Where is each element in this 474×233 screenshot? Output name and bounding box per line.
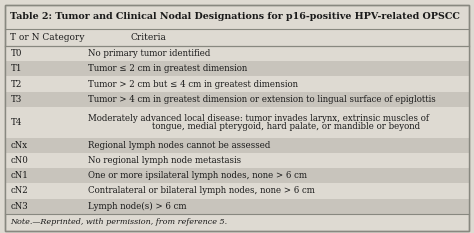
Bar — [5, 183, 469, 199]
Text: cN0: cN0 — [10, 156, 28, 165]
Text: T0: T0 — [10, 49, 22, 58]
Text: cN3: cN3 — [10, 202, 28, 211]
Text: T2: T2 — [10, 80, 22, 89]
Text: Tumor > 4 cm in greatest dimension or extension to lingual surface of epiglottis: Tumor > 4 cm in greatest dimension or ex… — [88, 95, 436, 104]
Text: Note.—Reprinted, with permission, from reference 5.: Note.—Reprinted, with permission, from r… — [10, 218, 228, 226]
Text: cN2: cN2 — [10, 186, 28, 195]
Text: T1: T1 — [10, 64, 22, 73]
Text: Tumor > 2 cm but ≤ 4 cm in greatest dimension: Tumor > 2 cm but ≤ 4 cm in greatest dime… — [88, 80, 298, 89]
Text: T3: T3 — [10, 95, 22, 104]
Bar — [5, 137, 469, 153]
Bar — [5, 168, 469, 183]
Text: No regional lymph node metastasis: No regional lymph node metastasis — [88, 156, 241, 165]
Text: Tumor ≤ 2 cm in greatest dimension: Tumor ≤ 2 cm in greatest dimension — [88, 64, 247, 73]
Text: Contralateral or bilateral lymph nodes, none > 6 cm: Contralateral or bilateral lymph nodes, … — [88, 186, 315, 195]
Text: tongue, medial pterygoid, hard palate, or mandible or beyond: tongue, medial pterygoid, hard palate, o… — [152, 122, 419, 130]
Text: T or N Category: T or N Category — [10, 33, 85, 42]
Bar — [5, 61, 469, 76]
Bar — [5, 76, 469, 92]
Text: Criteria: Criteria — [130, 33, 166, 42]
Text: Table 2: Tumor and Clinical Nodal Designations for p16-positive HPV-related OPSC: Table 2: Tumor and Clinical Nodal Design… — [10, 12, 460, 21]
Text: Regional lymph nodes cannot be assessed: Regional lymph nodes cannot be assessed — [88, 141, 270, 150]
Bar — [5, 92, 469, 107]
Text: T4: T4 — [10, 118, 22, 127]
Text: cNx: cNx — [10, 141, 27, 150]
Bar — [5, 107, 469, 137]
Text: No primary tumor identified: No primary tumor identified — [88, 49, 210, 58]
Text: One or more ipsilateral lymph nodes, none > 6 cm: One or more ipsilateral lymph nodes, non… — [88, 171, 307, 180]
Text: cN1: cN1 — [10, 171, 28, 180]
Bar — [5, 153, 469, 168]
Text: Lymph node(s) > 6 cm: Lymph node(s) > 6 cm — [88, 202, 186, 211]
Text: Moderately advanced local disease: tumor invades larynx, extrinsic muscles of: Moderately advanced local disease: tumor… — [88, 114, 428, 123]
Bar — [5, 46, 469, 61]
Bar — [5, 199, 469, 214]
